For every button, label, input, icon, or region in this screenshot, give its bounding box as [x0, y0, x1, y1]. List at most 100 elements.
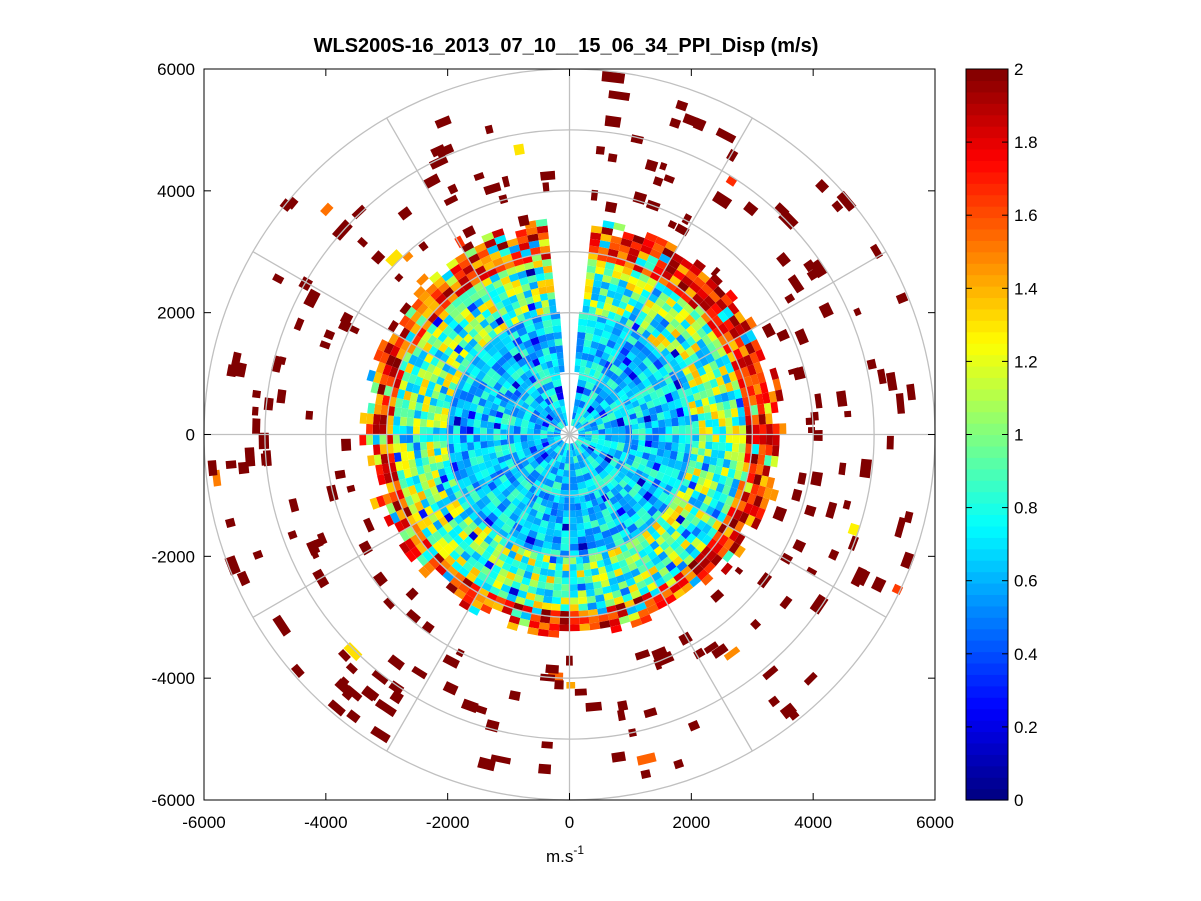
data-cell: [394, 336, 405, 349]
data-cell: [719, 426, 727, 435]
data-cell: [464, 545, 476, 557]
data-cell: [552, 325, 562, 333]
data-cell: [712, 473, 721, 483]
data-cell: [725, 417, 733, 427]
data-cell: [413, 450, 422, 459]
data-cell: [540, 425, 549, 431]
data-cell: [551, 443, 559, 451]
data-cell: [717, 450, 726, 459]
data-cell: [588, 245, 600, 254]
data-cell: [359, 434, 367, 446]
data-cell: [476, 287, 488, 298]
data-cell: [737, 406, 746, 417]
data-cell: [598, 434, 606, 441]
data-cell: [842, 499, 852, 510]
data-cell: [584, 494, 591, 502]
data-cell: [722, 550, 735, 563]
data-cell: [431, 390, 440, 400]
data-cell: [408, 354, 419, 366]
data-cell: [619, 371, 629, 381]
data-cell: [618, 434, 626, 444]
data-cell: [471, 395, 481, 405]
data-cell: [461, 280, 474, 292]
data-cell: [486, 440, 495, 448]
data-cell: [583, 562, 591, 571]
data-cell: [689, 548, 701, 560]
data-cell: [644, 440, 653, 448]
data-cell: [544, 478, 555, 488]
data-cell: [618, 559, 628, 569]
data-cell: [491, 372, 502, 382]
data-cell: [426, 419, 434, 428]
data-cell: [402, 351, 413, 363]
data-cell: [535, 307, 544, 316]
data-cell: [527, 585, 537, 595]
data-cell: [669, 450, 678, 461]
colorbar-band: [966, 160, 1008, 173]
data-cell: [501, 562, 512, 572]
data-cell: [399, 327, 411, 340]
data-cell: [394, 273, 404, 283]
data-cell: [370, 725, 391, 744]
data-cell: [486, 393, 496, 403]
data-cell: [653, 313, 664, 324]
data-cell: [654, 404, 664, 414]
data-cell: [584, 332, 594, 341]
data-cell: [670, 510, 680, 521]
data-cell: [432, 530, 443, 542]
data-cell: [652, 434, 659, 442]
data-cell: [679, 508, 690, 519]
colorbar-band: [966, 69, 1008, 82]
data-cell: [383, 342, 395, 355]
data-cell: [400, 451, 409, 462]
data-cell: [439, 434, 447, 442]
data-cell: [543, 506, 552, 516]
data-cell: [640, 244, 653, 255]
data-cell: [522, 412, 532, 422]
data-cell: [696, 406, 705, 415]
data-cell: [645, 434, 653, 441]
data-cell: [613, 449, 623, 460]
colorbar-tick-label: 0.4: [1014, 645, 1038, 664]
data-cell: [556, 423, 563, 430]
data-cell: [418, 508, 429, 520]
data-cell: [727, 468, 736, 479]
data-cell: [677, 577, 690, 589]
data-cell: [439, 298, 452, 310]
data-cell: [601, 551, 610, 560]
data-cell: [728, 529, 740, 542]
data-cell: [436, 461, 445, 470]
data-cell: [715, 357, 725, 369]
data-cell: [561, 590, 570, 598]
data-cell: [477, 271, 490, 282]
data-cell: [462, 225, 476, 239]
data-cell: [625, 577, 636, 587]
data-cell: [637, 445, 645, 453]
data-cell: [578, 460, 586, 469]
data-cell: [424, 388, 434, 398]
data-cell: [519, 333, 531, 343]
data-cell: [224, 555, 241, 576]
data-cell: [576, 406, 583, 415]
data-cell: [576, 454, 583, 463]
data-cell: [673, 269, 686, 281]
data-cell: [595, 443, 604, 451]
data-cell: [676, 451, 685, 462]
data-cell: [706, 538, 718, 550]
data-cell: [684, 388, 693, 397]
data-cell: [556, 406, 563, 415]
data-cell: [538, 286, 548, 295]
data-cells: [207, 70, 916, 779]
data-cell: [528, 351, 538, 361]
data-cell: [630, 444, 639, 451]
data-cell: [685, 372, 695, 382]
data-cell: [385, 502, 396, 515]
data-cell: [399, 443, 408, 453]
data-cell: [389, 345, 401, 358]
data-cell: [652, 242, 665, 254]
data-cell: [479, 318, 490, 329]
data-cell: [638, 428, 646, 435]
data-cell: [676, 560, 688, 572]
data-cell: [625, 458, 634, 466]
data-cell: [604, 201, 618, 214]
